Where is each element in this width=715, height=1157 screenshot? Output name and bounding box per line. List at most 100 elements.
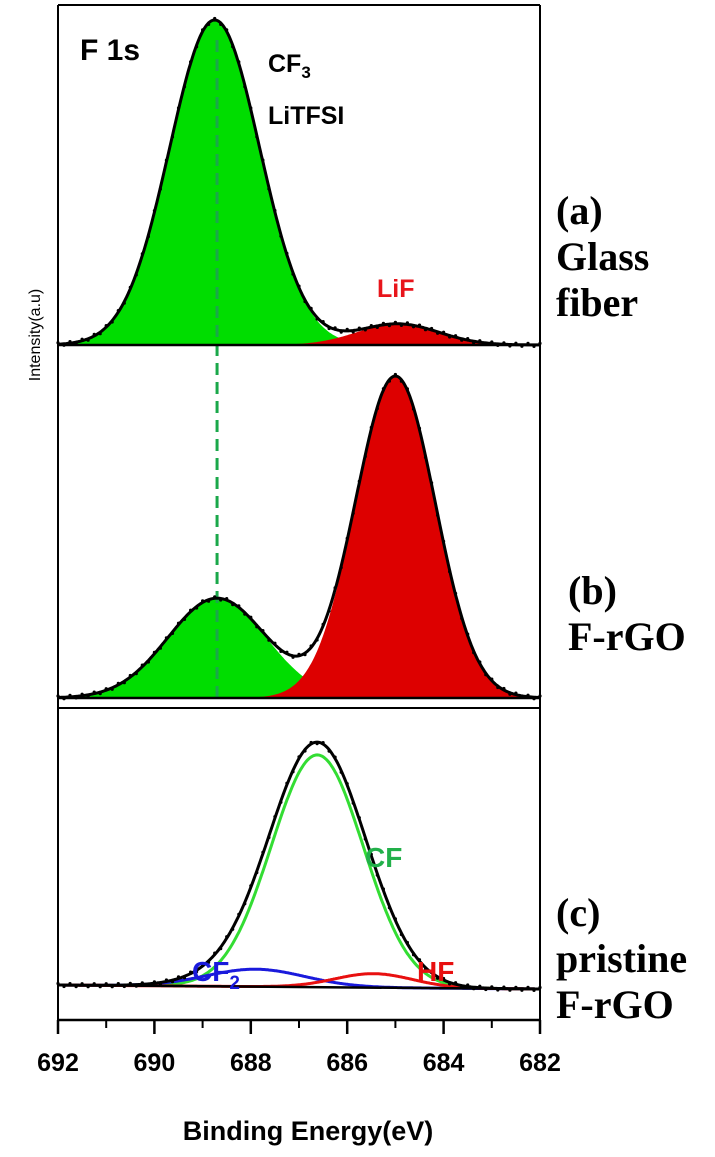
data-point-a: [291, 272, 295, 276]
data-point-c: [508, 988, 512, 992]
data-point-b: [532, 697, 536, 701]
data-point-a: [152, 209, 156, 213]
data-point-a: [327, 326, 331, 331]
data-point-b: [261, 629, 265, 633]
data-point-a: [387, 324, 391, 328]
data-point-a: [237, 60, 241, 64]
data-point-b: [170, 631, 175, 636]
peak-fill-a-lif: [58, 323, 540, 345]
data-point-a: [345, 327, 349, 331]
data-point-c: [514, 985, 518, 989]
data-point-b: [454, 591, 458, 596]
data-point-c: [381, 887, 385, 891]
data-point-b: [213, 595, 217, 599]
annotation-cf3: CF3: [268, 50, 311, 82]
peak-line-c-cf: [58, 753, 540, 991]
data-point-b: [110, 687, 114, 691]
data-point-b: [249, 615, 253, 619]
peak-fill-b-lif: [58, 376, 540, 698]
data-point-c: [158, 982, 162, 986]
data-point-c: [237, 912, 241, 917]
data-point-a: [243, 85, 247, 89]
data-point-c: [62, 984, 66, 989]
data-point-c: [116, 982, 120, 986]
data-point-c: [363, 837, 367, 841]
data-point-a: [363, 328, 367, 332]
data-point-a: [176, 106, 181, 110]
data-point-b: [176, 621, 181, 625]
data-point-a: [297, 284, 301, 288]
data-point-a: [351, 330, 355, 334]
data-point-b: [321, 622, 325, 627]
panel-a-line-3: fiber: [556, 280, 639, 325]
data-point-b: [448, 570, 452, 574]
data-point-c: [231, 927, 235, 931]
data-point-a: [231, 45, 235, 49]
data-point-a: [339, 330, 343, 334]
data-point-a: [122, 301, 126, 305]
panel-label-a: (a) Glass fiber: [556, 188, 649, 326]
data-point-c: [140, 981, 144, 985]
data-point-c: [74, 985, 78, 989]
data-point-a: [146, 234, 150, 239]
data-point-c: [423, 967, 428, 971]
data-point-c: [279, 800, 283, 804]
data-point-b: [285, 650, 289, 654]
data-point-c: [430, 969, 434, 973]
data-point-a: [417, 323, 422, 327]
data-point-c: [213, 951, 217, 955]
data-point-c: [291, 770, 295, 774]
data-point-c: [466, 983, 470, 987]
data-point-c: [502, 985, 506, 989]
data-point-b: [526, 693, 530, 697]
data-point-a: [472, 341, 476, 345]
data-point-a: [321, 320, 325, 324]
data-point-b: [152, 650, 156, 654]
data-point-c: [68, 982, 72, 986]
data-point-a: [128, 285, 132, 289]
data-point-c: [207, 960, 211, 965]
annotation-lif: LiF: [377, 275, 415, 303]
data-point-c: [387, 906, 391, 910]
data-point-a: [134, 273, 138, 277]
data-point-c: [243, 902, 247, 906]
data-point-b: [466, 632, 470, 636]
data-point-b: [363, 454, 367, 458]
data-point-b: [146, 660, 150, 664]
data-point-b: [189, 608, 193, 612]
data-point-a: [393, 320, 397, 324]
data-point-a: [285, 251, 289, 255]
data-point-b: [399, 379, 403, 383]
data-point-a: [213, 16, 217, 21]
data-point-c: [128, 981, 132, 986]
data-point-c: [393, 917, 397, 921]
x-tick-label: 682: [519, 1049, 561, 1077]
data-point-a: [436, 331, 440, 335]
data-point-c: [297, 755, 301, 759]
data-point-a: [309, 306, 313, 310]
data-point-b: [417, 426, 422, 430]
data-point-b: [514, 691, 518, 695]
data-point-a: [86, 338, 90, 342]
data-point-c: [460, 985, 464, 989]
panel-label-b: (b) F-rGO: [568, 568, 686, 660]
data-point-c: [321, 741, 325, 745]
data-point-a: [80, 337, 84, 341]
data-point-b: [520, 695, 524, 700]
data-point-b: [128, 673, 132, 678]
data-point-b: [369, 425, 373, 430]
data-point-c: [92, 982, 96, 986]
data-point-c: [327, 749, 331, 753]
peak-fill-b-cf3-litfsi: [58, 598, 540, 698]
data-point-a: [381, 321, 385, 325]
data-point-b: [387, 379, 391, 383]
annotation-hf: HF: [417, 956, 454, 987]
x-tick-label: 692: [37, 1049, 79, 1077]
peak-fill-a-cf3-litfsi: [58, 20, 540, 345]
data-point-c: [490, 985, 494, 989]
data-point-c: [351, 801, 355, 805]
y-axis-label: Intensity(a.u): [27, 289, 44, 381]
data-point-a: [110, 320, 114, 324]
data-point-a: [375, 325, 379, 329]
